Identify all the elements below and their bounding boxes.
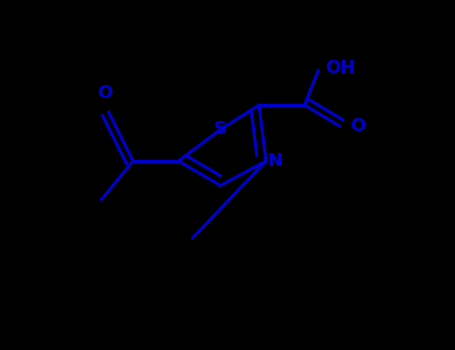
Text: O: O <box>350 117 365 135</box>
Text: O: O <box>97 84 113 102</box>
Text: N: N <box>267 152 282 170</box>
Text: OH: OH <box>325 59 356 77</box>
Text: S: S <box>214 120 227 139</box>
